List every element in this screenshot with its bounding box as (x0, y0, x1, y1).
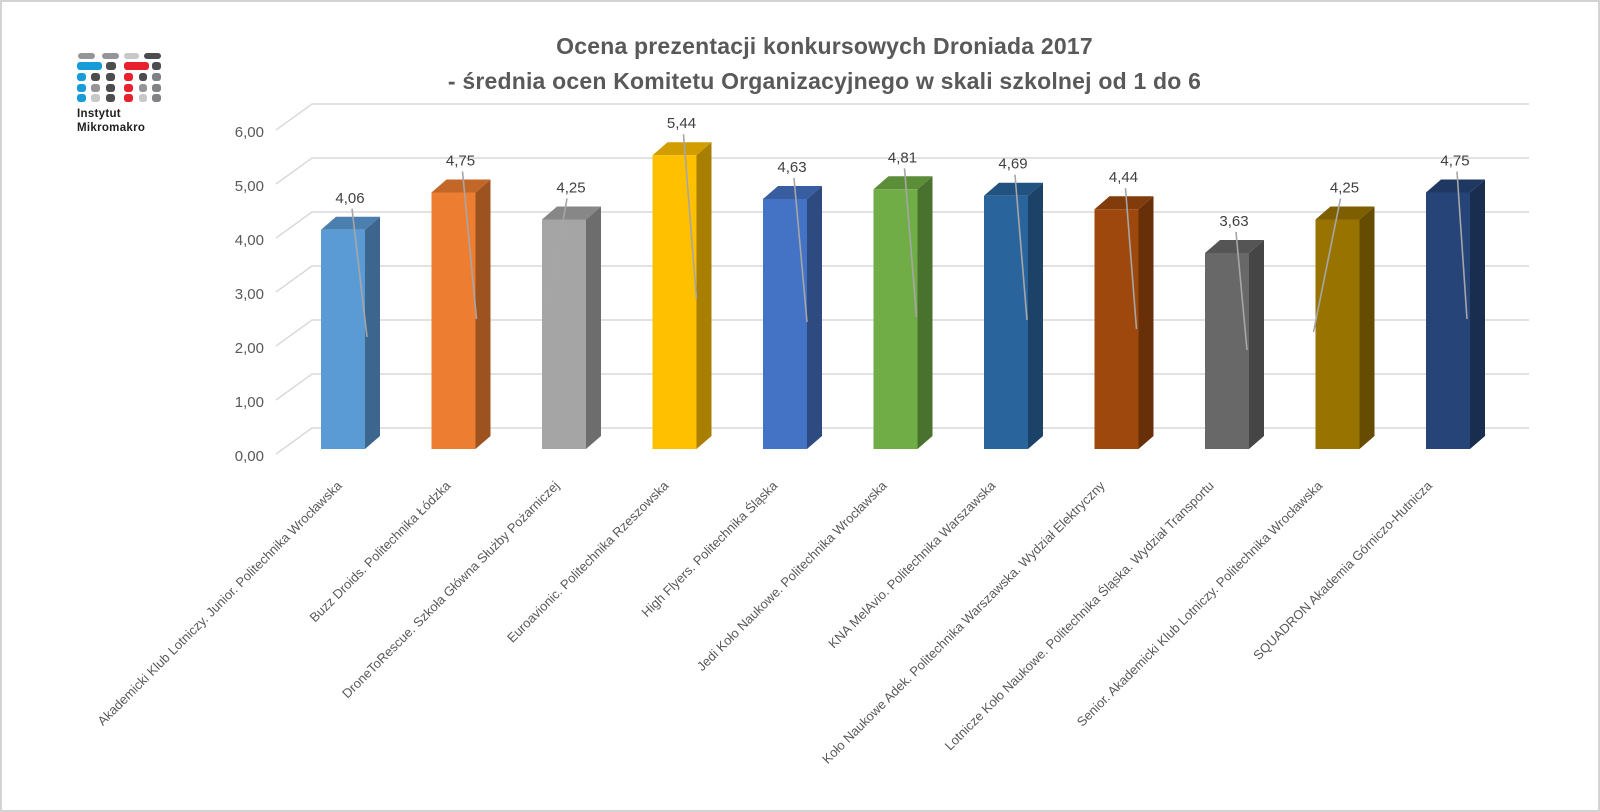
logo-dot (124, 84, 133, 92)
bar-top-face (1426, 179, 1485, 193)
bar-side-face (1249, 239, 1264, 449)
logo-dot (106, 73, 115, 81)
logo-dot (139, 84, 147, 92)
data-label-leader-line (1124, 188, 1138, 330)
data-label-leader-line (682, 134, 698, 300)
data-label: 4,25 (556, 180, 585, 197)
data-label-leader-line (351, 208, 368, 338)
bar-side-face (475, 179, 491, 449)
y-axis-tick-label: 3,00 (235, 286, 264, 303)
gridline (275, 157, 1529, 185)
bar-top-face (542, 206, 601, 220)
bar (984, 195, 1028, 449)
bar-side-face (586, 206, 601, 449)
data-label: 4,25 (1330, 180, 1359, 197)
data-label: 4,63 (777, 159, 806, 176)
chart-title-line1: Ocena prezentacji konkursowych Droniada … (556, 33, 1093, 59)
logo-dot (91, 73, 100, 81)
logo-text-line1: Instytut (77, 108, 121, 120)
data-label: 4,75 (1440, 153, 1469, 170)
bar-side-face (696, 142, 712, 450)
logo-dot (152, 94, 161, 102)
data-label-leader-line (547, 198, 568, 308)
logo-dot (77, 94, 86, 102)
y-axis-tick-label: 5,00 (235, 178, 264, 195)
data-label: 4,69 (998, 156, 1027, 173)
y-axis-tick-label: 4,00 (235, 232, 264, 249)
bar-side-face (1138, 196, 1154, 449)
logo-dot (124, 73, 133, 81)
bar (873, 189, 918, 449)
logo-dot (152, 73, 161, 81)
bar-side-face (365, 216, 380, 449)
bar-side-face (1028, 182, 1043, 450)
logo-dot (106, 84, 115, 92)
gridline (275, 103, 1529, 131)
y-axis-tick-label: 1,00 (235, 394, 264, 411)
data-label: 5,44 (667, 115, 696, 132)
data-label: 4,44 (1109, 169, 1138, 186)
bar (321, 229, 365, 449)
data-label: 4,75 (446, 153, 475, 170)
logo-dot (106, 62, 116, 70)
bar-top-face (652, 142, 712, 156)
bar-side-face (1470, 179, 1485, 449)
bar (652, 155, 697, 450)
logo-dot (77, 73, 86, 81)
bar-side-face (917, 176, 933, 449)
bar (542, 219, 586, 449)
data-label-leader-line (1456, 171, 1468, 320)
y-axis-tick-label: 2,00 (235, 340, 264, 357)
y-axis-tick-label: 0,00 (235, 448, 264, 465)
logo-dot (152, 62, 161, 70)
data-label: 4,06 (335, 190, 364, 207)
bar-top-face (431, 179, 491, 193)
logo-dot (106, 94, 115, 102)
logo-dot (91, 84, 100, 92)
logo-dot (78, 53, 95, 59)
bar (763, 198, 807, 449)
bar-top-face (321, 216, 380, 230)
data-label: 3,63 (1219, 213, 1248, 230)
bar-side-face (807, 185, 822, 450)
data-label-leader-line (793, 177, 808, 323)
bar-top-face (984, 182, 1043, 196)
bar-top-face (763, 185, 822, 199)
bar-top-face (1205, 239, 1264, 253)
bar (1205, 252, 1249, 449)
data-label: 4,81 (888, 149, 917, 166)
logo-dot (124, 62, 149, 70)
data-label-leader-line (1014, 174, 1028, 321)
logo-dot (91, 94, 100, 102)
bar (1315, 219, 1360, 449)
logo-dot (152, 84, 161, 92)
logo-dot (124, 94, 133, 102)
bar (1426, 192, 1470, 449)
data-label-leader-line (461, 171, 478, 320)
bar-top-face (1315, 206, 1375, 220)
data-label-leader-line (903, 168, 918, 318)
data-label-leader-line (1312, 198, 1342, 333)
data-label-leader-line (1235, 231, 1248, 351)
y-axis-tick-label: 6,00 (235, 124, 264, 141)
logo-dot (139, 73, 147, 81)
logo-dot (77, 62, 102, 70)
logo-dot (124, 53, 139, 59)
logo-dot (102, 53, 119, 59)
bar-top-face (1094, 196, 1154, 210)
bar-side-face (1359, 206, 1375, 449)
bar-top-face (873, 176, 933, 190)
logo-dot (77, 84, 86, 92)
chart-title: Ocena prezentacji konkursowych Droniada … (237, 29, 1412, 98)
chart-title-line2: - średnia ocen Komitetu Organizacyjnego … (447, 67, 1202, 94)
logo-dot (144, 53, 161, 59)
logo-dot (139, 94, 147, 102)
logo-text-line2: Mikromakro (77, 122, 146, 135)
logo-text: Instytut Mikromakro (77, 107, 145, 135)
bar (1094, 209, 1139, 449)
